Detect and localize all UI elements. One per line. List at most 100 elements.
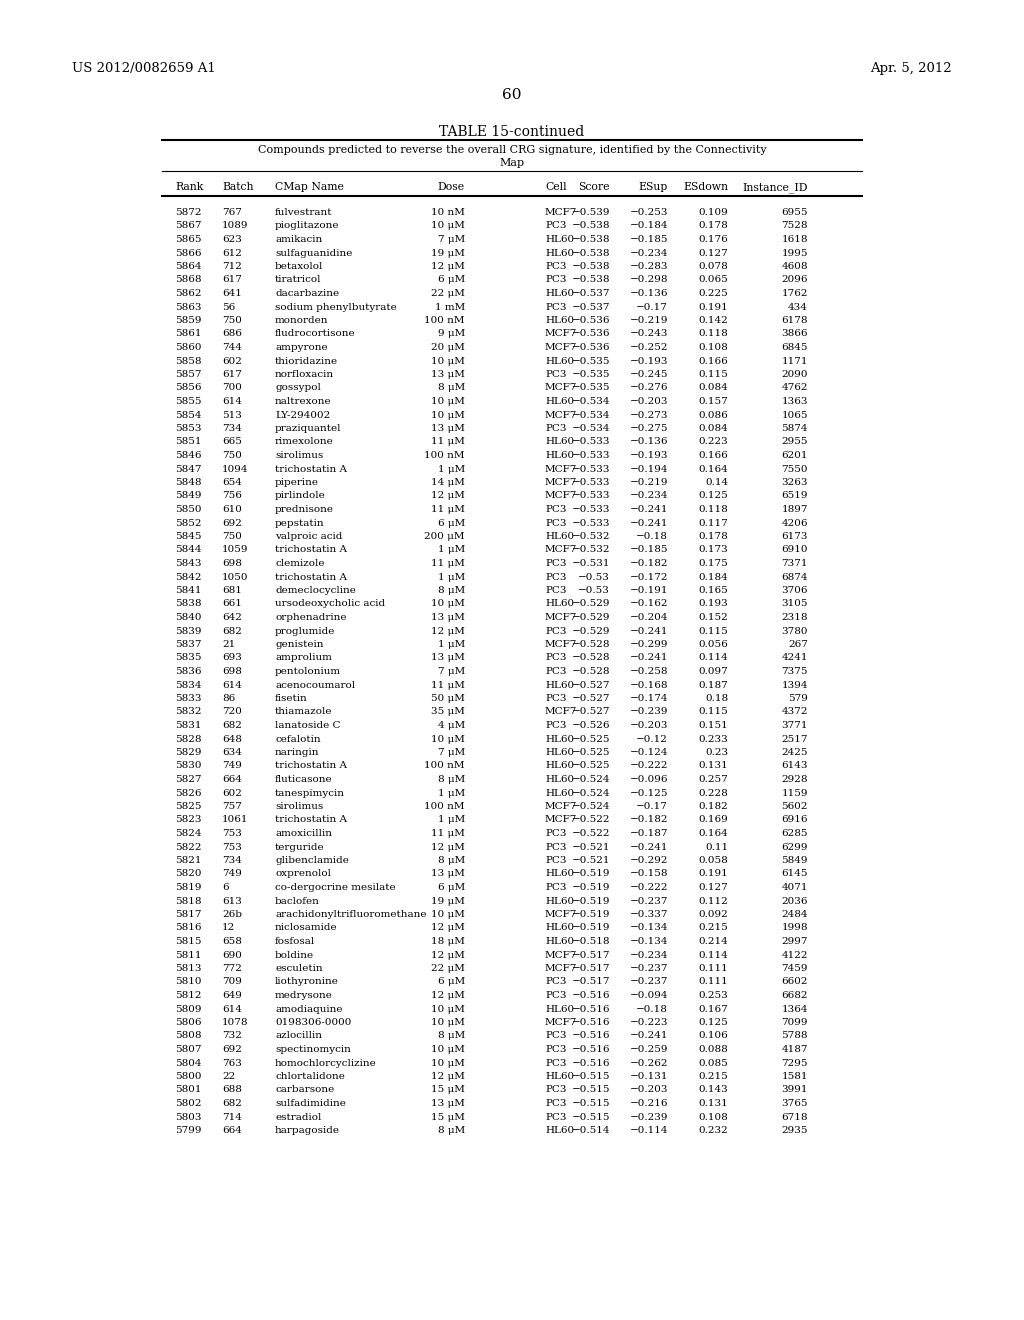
Text: MCF7: MCF7 [545, 950, 578, 960]
Text: 0.131: 0.131 [698, 1100, 728, 1107]
Text: −0.519: −0.519 [571, 883, 610, 892]
Text: −0.191: −0.191 [630, 586, 668, 595]
Text: 2935: 2935 [781, 1126, 808, 1135]
Text: −0.536: −0.536 [571, 330, 610, 338]
Text: 1059: 1059 [222, 545, 249, 554]
Text: 688: 688 [222, 1085, 242, 1094]
Text: 5801: 5801 [175, 1085, 202, 1094]
Text: PC3: PC3 [545, 883, 566, 892]
Text: −0.259: −0.259 [630, 1045, 668, 1053]
Text: −0.533: −0.533 [571, 519, 610, 528]
Text: PC3: PC3 [545, 506, 566, 513]
Text: 5860: 5860 [175, 343, 202, 352]
Text: −0.18: −0.18 [636, 532, 668, 541]
Text: −0.182: −0.182 [630, 816, 668, 825]
Text: HL60: HL60 [545, 896, 574, 906]
Text: 0.167: 0.167 [698, 1005, 728, 1014]
Text: 13 μM: 13 μM [431, 612, 465, 622]
Text: 0.084: 0.084 [698, 384, 728, 392]
Text: −0.275: −0.275 [630, 424, 668, 433]
Text: 22: 22 [222, 1072, 236, 1081]
Text: PC3: PC3 [545, 1031, 566, 1040]
Text: 5849: 5849 [175, 491, 202, 500]
Text: 0.175: 0.175 [698, 558, 728, 568]
Text: 5867: 5867 [175, 222, 202, 231]
Text: 0.164: 0.164 [698, 465, 728, 474]
Text: 0.125: 0.125 [698, 1018, 728, 1027]
Text: 0.257: 0.257 [698, 775, 728, 784]
Text: 654: 654 [222, 478, 242, 487]
Text: 434: 434 [788, 302, 808, 312]
Text: 692: 692 [222, 1045, 242, 1053]
Text: 13 μM: 13 μM [431, 653, 465, 663]
Text: 11 μM: 11 μM [431, 829, 465, 838]
Text: MCF7: MCF7 [545, 411, 578, 420]
Text: −0.535: −0.535 [571, 384, 610, 392]
Text: 5847: 5847 [175, 465, 202, 474]
Text: 0.23: 0.23 [705, 748, 728, 756]
Text: 682: 682 [222, 1100, 242, 1107]
Text: 0.215: 0.215 [698, 924, 728, 932]
Text: 744: 744 [222, 343, 242, 352]
Text: carbarsone: carbarsone [275, 1085, 334, 1094]
Text: 6602: 6602 [781, 978, 808, 986]
Text: 0.118: 0.118 [698, 506, 728, 513]
Text: pirlindole: pirlindole [275, 491, 326, 500]
Text: −0.174: −0.174 [630, 694, 668, 704]
Text: ampyrone: ampyrone [275, 343, 328, 352]
Text: sulfaguanidine: sulfaguanidine [275, 248, 352, 257]
Text: −0.185: −0.185 [630, 545, 668, 554]
Text: amoxicillin: amoxicillin [275, 829, 332, 838]
Text: 617: 617 [222, 276, 242, 285]
Text: 734: 734 [222, 855, 242, 865]
Text: 1171: 1171 [781, 356, 808, 366]
Text: boldine: boldine [275, 950, 314, 960]
Text: 0.178: 0.178 [698, 222, 728, 231]
Text: PC3: PC3 [545, 855, 566, 865]
Text: rimexolone: rimexolone [275, 437, 334, 446]
Text: −0.527: −0.527 [571, 694, 610, 704]
Text: 1050: 1050 [222, 573, 249, 582]
Text: 5828: 5828 [175, 734, 202, 743]
Text: 0.164: 0.164 [698, 829, 728, 838]
Text: 2484: 2484 [781, 909, 808, 919]
Text: praziquantel: praziquantel [275, 424, 341, 433]
Text: 664: 664 [222, 1126, 242, 1135]
Text: 0.223: 0.223 [698, 437, 728, 446]
Text: 5872: 5872 [175, 209, 202, 216]
Text: orphenadrine: orphenadrine [275, 612, 346, 622]
Text: oxprenolol: oxprenolol [275, 870, 331, 879]
Text: PC3: PC3 [545, 222, 566, 231]
Text: −0.539: −0.539 [571, 209, 610, 216]
Text: 0.191: 0.191 [698, 302, 728, 312]
Text: 772: 772 [222, 964, 242, 973]
Text: 0.088: 0.088 [698, 1045, 728, 1053]
Text: 753: 753 [222, 842, 242, 851]
Text: MCF7: MCF7 [545, 330, 578, 338]
Text: 5844: 5844 [175, 545, 202, 554]
Text: −0.522: −0.522 [571, 829, 610, 838]
Text: 1995: 1995 [781, 248, 808, 257]
Text: 4241: 4241 [781, 653, 808, 663]
Text: amikacin: amikacin [275, 235, 323, 244]
Text: 4762: 4762 [781, 384, 808, 392]
Text: −0.517: −0.517 [571, 950, 610, 960]
Text: 3263: 3263 [781, 478, 808, 487]
Text: 7 μM: 7 μM [437, 667, 465, 676]
Text: 5831: 5831 [175, 721, 202, 730]
Text: 0.193: 0.193 [698, 599, 728, 609]
Text: 5868: 5868 [175, 276, 202, 285]
Text: 5838: 5838 [175, 599, 202, 609]
Text: −0.536: −0.536 [571, 315, 610, 325]
Text: HL60: HL60 [545, 748, 574, 756]
Text: 4122: 4122 [781, 950, 808, 960]
Text: −0.185: −0.185 [630, 235, 668, 244]
Text: MCF7: MCF7 [545, 491, 578, 500]
Text: lanatoside C: lanatoside C [275, 721, 341, 730]
Text: 5833: 5833 [175, 694, 202, 704]
Text: 7528: 7528 [781, 222, 808, 231]
Text: PC3: PC3 [545, 694, 566, 704]
Text: −0.519: −0.519 [571, 896, 610, 906]
Text: −0.538: −0.538 [571, 248, 610, 257]
Text: 5864: 5864 [175, 261, 202, 271]
